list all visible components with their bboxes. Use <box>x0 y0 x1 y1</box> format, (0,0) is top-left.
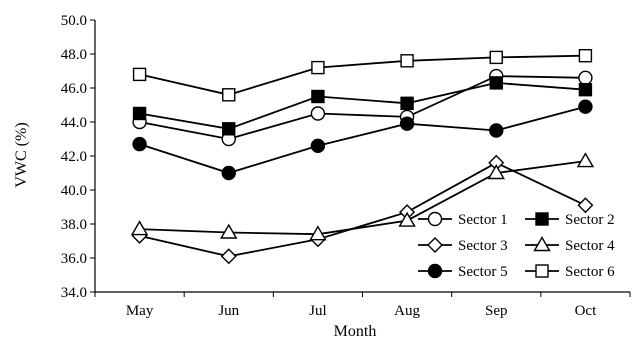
legend-marker <box>427 263 443 279</box>
legend-label: Sector 5 <box>458 264 508 280</box>
legend-marker <box>535 264 549 278</box>
legend-item: Sector 6 <box>525 264 615 280</box>
y-tick-label: 48.0 <box>61 47 87 63</box>
y-tick-label: 40.0 <box>61 183 87 199</box>
legend-item: Sector 2 <box>525 212 615 228</box>
series-4-point <box>309 225 327 241</box>
series-5-point <box>578 99 593 114</box>
y-tick-label: 42.0 <box>61 149 87 165</box>
series-5-line <box>139 105 586 174</box>
x-axis-label: Month <box>334 323 377 340</box>
series-layer <box>130 49 595 265</box>
series-1-point <box>310 106 326 121</box>
series-2-point <box>400 96 414 111</box>
legend-item: Sector 3 <box>418 237 508 254</box>
series-6-point <box>489 50 503 65</box>
series-6-line <box>139 54 586 96</box>
series-2 <box>132 76 593 136</box>
series-3-line <box>139 161 586 258</box>
legend-marker <box>535 212 549 226</box>
series-6-point <box>311 60 325 75</box>
legend-label: Sector 3 <box>458 238 508 254</box>
series-4 <box>130 152 595 241</box>
series-5 <box>132 99 593 181</box>
series-3-point <box>220 248 237 265</box>
series-3-point <box>577 197 594 214</box>
legend-label: Sector 1 <box>458 212 508 228</box>
series-5-point <box>132 136 147 152</box>
x-tick-label: Sep <box>485 303 508 319</box>
y-tick-label: 38.0 <box>61 217 87 233</box>
legend-label: Sector 4 <box>565 238 615 254</box>
series-1-point <box>578 70 593 86</box>
legend-marker <box>533 236 551 252</box>
series-3 <box>131 154 594 265</box>
legend-item: Sector 4 <box>525 236 615 254</box>
series-4-line <box>139 160 586 236</box>
series-4-point <box>576 152 595 168</box>
series-4-point <box>487 164 505 180</box>
series-5-point <box>489 123 504 138</box>
y-axis-label: VWC (%) <box>13 122 30 187</box>
y-tick-label: 46.0 <box>61 81 87 97</box>
series-5-point <box>221 165 236 181</box>
y-tick-labels: 34.0 36.0 38.0 40.0 42.0 44.0 46.0 48.0 50.0 <box>61 13 87 301</box>
series-4-point <box>220 223 238 239</box>
series-6 <box>132 49 593 102</box>
series-2-point <box>578 82 593 97</box>
y-tick-label: 34.0 <box>61 285 87 301</box>
series-6-point <box>578 49 593 63</box>
series-4-point <box>398 211 416 227</box>
x-tick-label: Jul <box>309 303 327 319</box>
x-tick-label: Jun <box>218 303 239 319</box>
legend-item: Sector 1 <box>418 211 508 228</box>
legend-marker <box>427 211 443 227</box>
series-2-point <box>311 89 325 104</box>
series-2-line <box>139 81 586 130</box>
legend-label: Sector 6 <box>565 264 615 280</box>
x-tick-label: Oct <box>575 303 597 319</box>
series-5-point <box>399 116 415 131</box>
y-tick-label: 44.0 <box>61 115 87 131</box>
series-2-point <box>132 106 147 121</box>
series-1-line <box>139 75 586 140</box>
legend-item: Sector 5 <box>418 263 508 280</box>
series-2-point <box>222 122 236 136</box>
y-tick-label: 36.0 <box>61 251 87 267</box>
legend-marker <box>427 237 443 253</box>
series-5-point <box>310 138 326 154</box>
series-6-point <box>400 54 414 68</box>
y-tick-label: 50.0 <box>61 13 87 29</box>
series-6-point <box>132 67 147 82</box>
x-tick-label: May <box>126 303 154 319</box>
series-6-point <box>222 88 236 102</box>
x-tick-labels: May Jun Jul Aug Sep Oct <box>126 303 597 319</box>
legend: Sector 1 Sector 2 Sector 3 Sector 4 Sector 5… <box>418 211 615 280</box>
series-2-point <box>489 76 503 90</box>
legend-label: Sector 2 <box>565 212 615 228</box>
axes <box>90 19 631 297</box>
x-tick-label: Aug <box>394 303 420 319</box>
series-4-point <box>130 220 149 236</box>
